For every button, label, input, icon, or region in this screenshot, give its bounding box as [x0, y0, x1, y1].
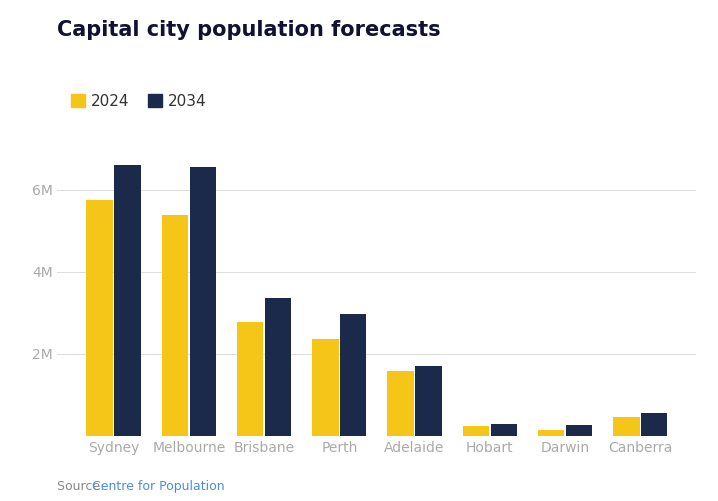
Bar	[86, 200, 113, 436]
Bar	[490, 424, 517, 436]
Bar	[613, 416, 640, 436]
Bar	[566, 425, 592, 436]
Bar	[641, 413, 668, 436]
Bar	[190, 167, 216, 436]
Bar	[340, 314, 366, 436]
Legend: 2024, 2034: 2024, 2034	[65, 88, 213, 115]
Bar	[415, 366, 442, 436]
Bar	[388, 371, 414, 436]
Bar	[114, 165, 141, 436]
Text: Source:: Source:	[57, 480, 109, 493]
Bar	[312, 339, 339, 436]
Text: Capital city population forecasts: Capital city population forecasts	[57, 20, 441, 40]
Bar	[162, 215, 188, 436]
Text: Centre for Population: Centre for Population	[92, 480, 225, 493]
Bar	[265, 298, 292, 436]
Bar	[237, 322, 264, 436]
Bar	[538, 429, 564, 436]
Bar	[462, 426, 489, 436]
